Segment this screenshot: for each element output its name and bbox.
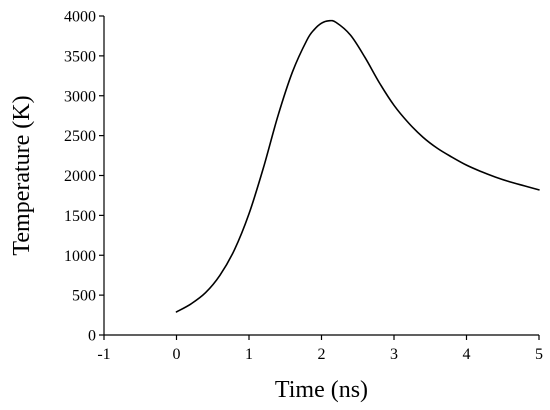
x-axis-title: Time (ns) [275,377,368,403]
x-tick-label: -1 [97,346,110,363]
y-tick-label: 1000 [64,248,96,265]
x-tick-label: 4 [463,346,471,363]
x-tick-label: 1 [245,346,253,363]
x-tick-label: 5 [535,346,543,363]
series-layer [175,19,540,313]
y-tick-label: 500 [72,288,96,305]
y-axis-ticks: 0 500 1000 1500 2000 2500 3000 3500 4000 [64,9,104,345]
x-axis-ticks: -1 0 1 2 3 4 5 [97,335,543,363]
y-tick-label: 2000 [64,168,96,185]
y-tick-label: 0 [88,328,96,345]
temperature-series-line [175,19,540,313]
y-tick-label: 1500 [64,208,96,225]
x-tick-label: 3 [390,346,398,363]
x-tick-label: 0 [173,346,181,363]
plot-axes [103,16,539,336]
y-tick-label: 4000 [64,9,96,26]
y-tick-label: 3500 [64,48,96,65]
y-tick-label: 3000 [64,88,96,105]
x-tick-label: 2 [318,346,326,363]
y-tick-label: 2500 [64,128,96,145]
y-axis-title: Temperature (K) [9,95,35,255]
